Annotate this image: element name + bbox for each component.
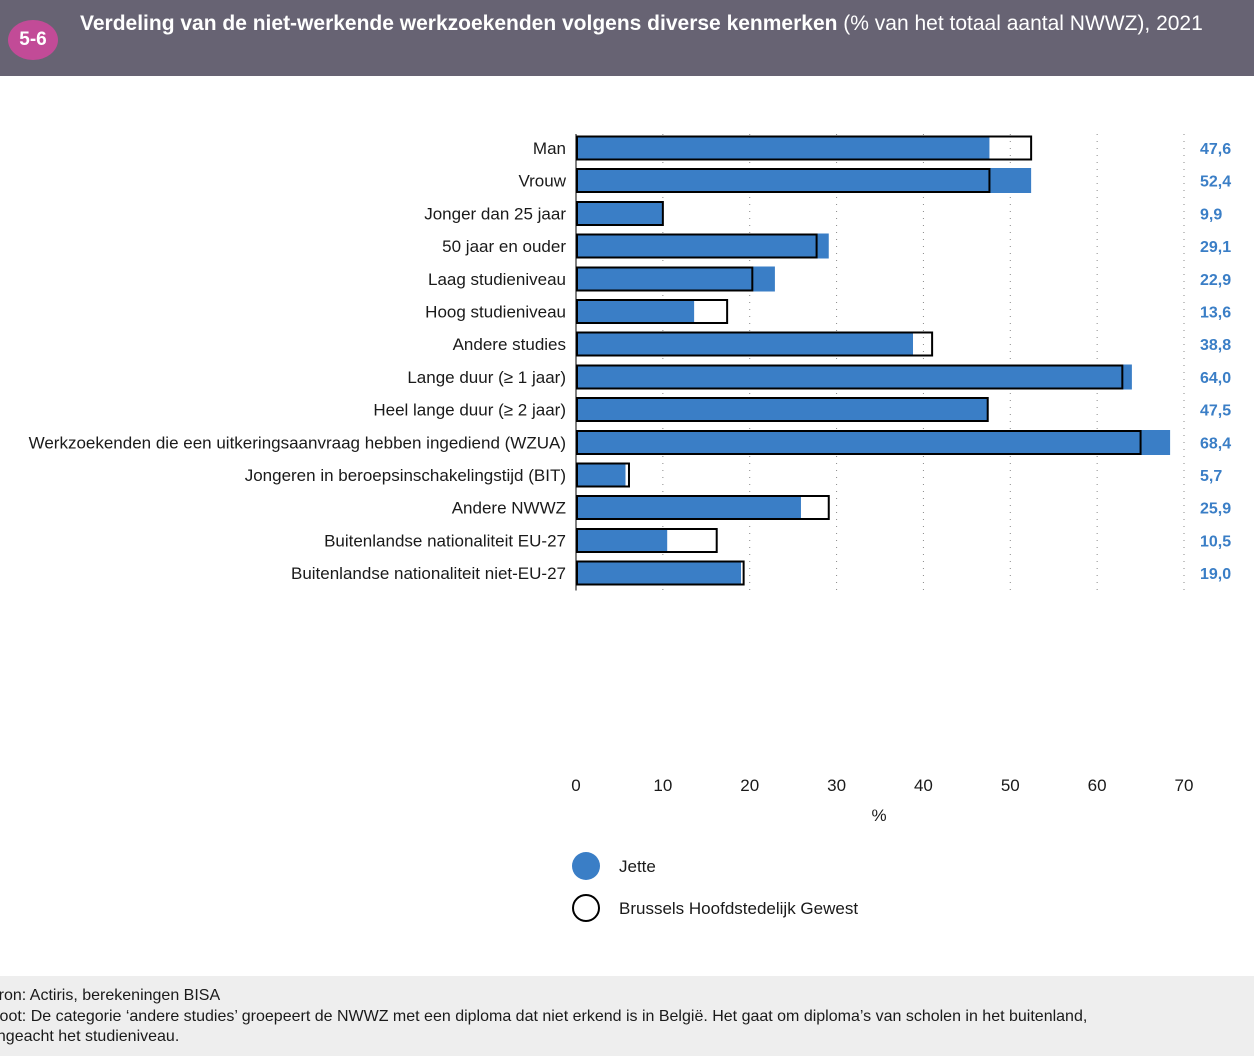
category-label: Laag studieniveau: [428, 270, 566, 289]
brussels-bar-outline: [576, 397, 989, 422]
category-label: Werkzoekenden die een uitkeringsaanvraag…: [29, 434, 566, 453]
category-label: Jongeren in beroepsinschakelingstijd (BI…: [245, 466, 566, 485]
x-tick-label: 20: [740, 776, 759, 795]
data-label: 47,5: [1200, 403, 1231, 420]
category-label: Andere studies: [453, 335, 566, 354]
jette-bar: [576, 168, 1032, 193]
chart-title-bold: Verdeling van de niet-werkende werkzoeke…: [80, 12, 838, 35]
category-label: Vrouw: [518, 172, 566, 191]
data-label: 22,9: [1200, 272, 1231, 289]
jette-bar: [576, 233, 829, 259]
chart-header: 5-6 Verdeling van de niet-werkende werkz…: [0, 0, 1254, 76]
jette-bar: [576, 299, 695, 324]
x-tick-label: 50: [1001, 776, 1020, 795]
jette-bar: [576, 331, 914, 357]
brussels-bar-outline: [576, 266, 754, 292]
brussels-bar-outline: [576, 528, 718, 553]
x-tick-label: 30: [827, 776, 846, 795]
category-label: Heel lange duur (≥ 2 jaar): [373, 401, 566, 420]
category-label: Buitenlandse nationaliteit EU-27: [324, 532, 566, 551]
source-text: Bron: Actiris, berekeningen BISA: [0, 987, 221, 1004]
category-label: Man: [533, 139, 566, 158]
data-label: 38,8: [1200, 337, 1231, 354]
brussels-bar-outline: [576, 462, 630, 488]
x-tick-label: 70: [1175, 776, 1194, 795]
brussels-bar-outline: [576, 560, 745, 586]
category-label: Lange duur (≥ 1 jaar): [407, 368, 566, 387]
x-tick-label: 60: [1088, 776, 1107, 795]
data-label: 13,6: [1200, 305, 1231, 322]
brussels-bar-outline: [576, 430, 1142, 455]
brussels-bar-outline: [576, 168, 991, 193]
brussels-bar-outline: [576, 201, 664, 226]
category-label: Buitenlandse nationaliteit niet-EU-27: [291, 564, 566, 583]
brussels-bar-outline: [576, 364, 1124, 390]
brussels-bar-outline: [576, 495, 830, 520]
jette-bar: [576, 430, 1171, 455]
legend-marker-jette: [572, 852, 600, 880]
jette-bar: [576, 397, 989, 422]
legend-label-brussels: Brussels Hoofdstedelijk Gewest: [619, 899, 858, 918]
data-label: 10,5: [1200, 534, 1231, 551]
jette-bar: [576, 201, 662, 226]
data-label: 19,0: [1200, 566, 1231, 583]
chart-footer: Bron: Actiris, berekeningen BISA Noot: D…: [0, 976, 1254, 1056]
data-label: 5,7: [1200, 468, 1222, 485]
bar-chart: Man 47,6 Vrouw 52,4 Jonger dan 25 jaar 9,9 50 …: [29, 134, 1231, 922]
figure-number-badge: 5-6: [8, 20, 58, 60]
jette-bar: [576, 364, 1132, 390]
chart-title-rest: (% van het totaal aantal NWWZ), 2021: [837, 12, 1203, 35]
data-label: 64,0: [1200, 370, 1231, 387]
chart-title: Verdeling van de niet-werkende werkzoeke…: [80, 9, 1220, 38]
legend-label-jette: Jette: [619, 857, 656, 876]
jette-bar: [576, 528, 668, 553]
category-label: Hoog studieniveau: [425, 303, 566, 322]
data-label: 47,6: [1200, 141, 1231, 158]
x-tick-label: 10: [653, 776, 672, 795]
data-label: 9,9: [1200, 207, 1222, 224]
data-label: 29,1: [1200, 239, 1231, 256]
brussels-bar-outline: [576, 135, 1033, 161]
x-tick-label: 0: [571, 776, 580, 795]
category-label: 50 jaar en ouder: [442, 237, 566, 256]
x-tick-label: 40: [914, 776, 933, 795]
legend-marker-brussels: [572, 894, 600, 922]
note-text: Noot: De categorie ‘andere studies’ groe…: [0, 1008, 1088, 1025]
brussels-bar-outline: [576, 299, 729, 324]
category-label: Jonger dan 25 jaar: [424, 205, 566, 224]
brussels-bar-outline: [576, 331, 934, 357]
jette-bar: [576, 462, 626, 488]
category-label: Andere NWWZ: [452, 499, 566, 518]
jette-bar: [576, 266, 775, 292]
note-text-continued: ongeacht het studieniveau.: [0, 1028, 180, 1045]
jette-bar: [576, 135, 990, 161]
data-label: 68,4: [1200, 436, 1231, 453]
data-label: 52,4: [1200, 174, 1231, 191]
jette-bar: [576, 560, 742, 586]
jette-bar: [576, 495, 801, 520]
x-axis-label: %: [871, 806, 886, 825]
data-label: 25,9: [1200, 501, 1231, 518]
brussels-bar-outline: [576, 233, 818, 259]
